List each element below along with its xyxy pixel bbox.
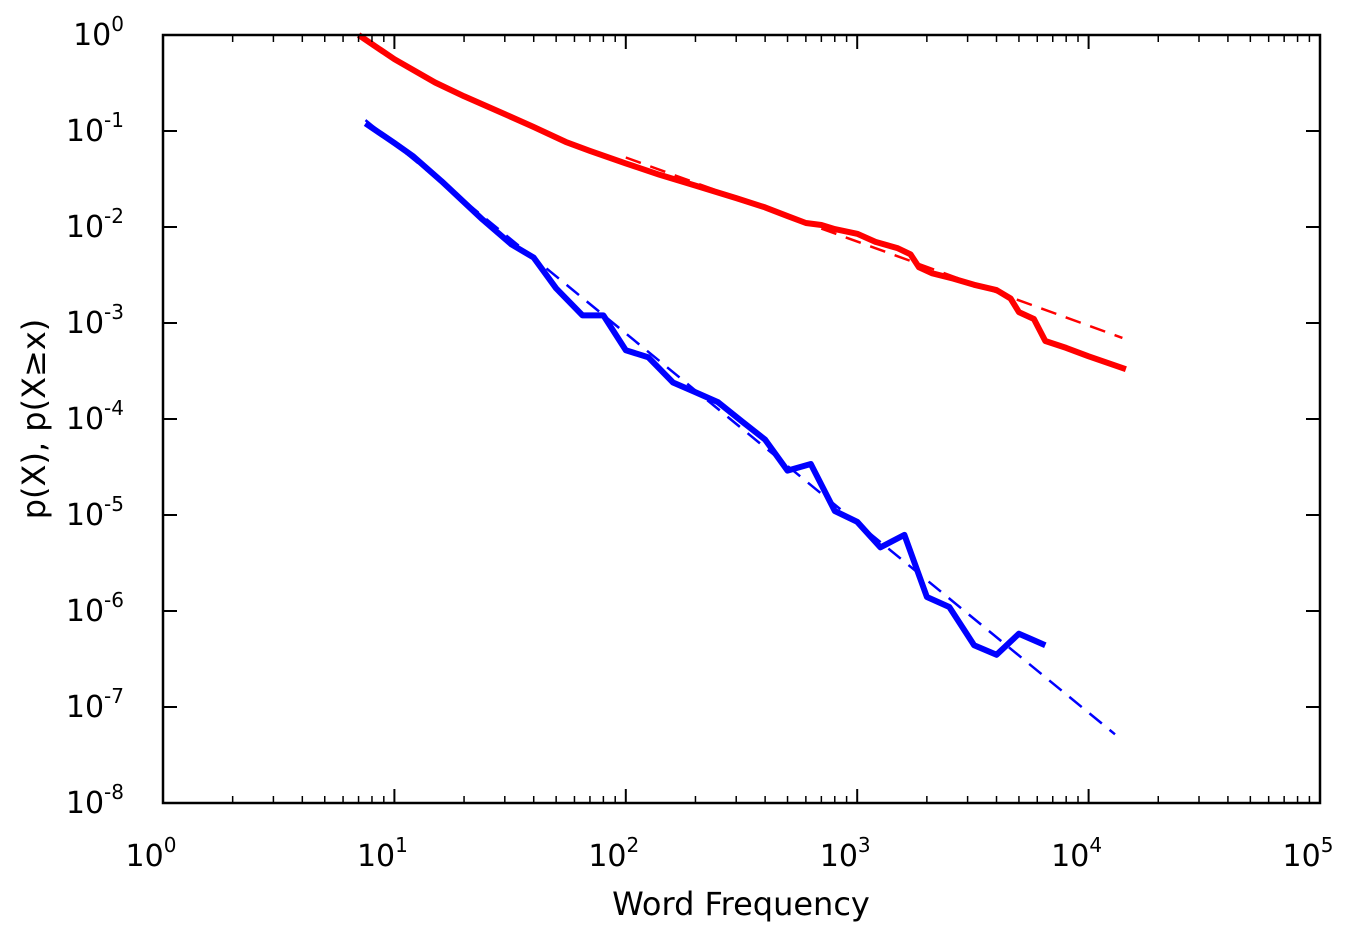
y-tick-label-2: 10-2 [66, 204, 124, 245]
series-line-1-fit [625, 156, 1123, 340]
tick-layer: 100 101 102 103 104 105 100 10-1 10-2 10-3 10-4 10-… [66, 12, 1334, 874]
series-layer [356, 32, 1127, 736]
x-tick-label-4: 104 [1051, 833, 1102, 874]
y-tick-label-0: 100 [73, 12, 124, 53]
x-tick-label-1: 101 [357, 833, 408, 874]
y-tick-label-1: 10-1 [66, 108, 124, 149]
y-tick-label-4: 10-4 [66, 396, 124, 437]
y-tick-label-7: 10-7 [66, 684, 124, 725]
y-tick-label-5: 10-5 [66, 492, 124, 533]
x-tick-label-0: 100 [126, 833, 177, 874]
y-tick-label-3: 10-3 [66, 300, 124, 341]
plot-frame [161, 33, 1322, 805]
x-tick-label-5: 105 [1283, 833, 1334, 874]
x-tick-label-3: 103 [820, 833, 871, 874]
x-tick-label-2: 102 [588, 833, 639, 874]
series-line-3-fit [364, 119, 1116, 736]
y-tick-label-6: 10-6 [66, 588, 124, 629]
y-axis-label: p(X), p(X≥x) [15, 319, 53, 520]
series-line-2-data [363, 120, 1047, 658]
series-line-0-data [356, 32, 1127, 373]
x-axis-label: Word Frequency [612, 885, 870, 923]
y-tick-label-8: 10-8 [66, 780, 124, 821]
